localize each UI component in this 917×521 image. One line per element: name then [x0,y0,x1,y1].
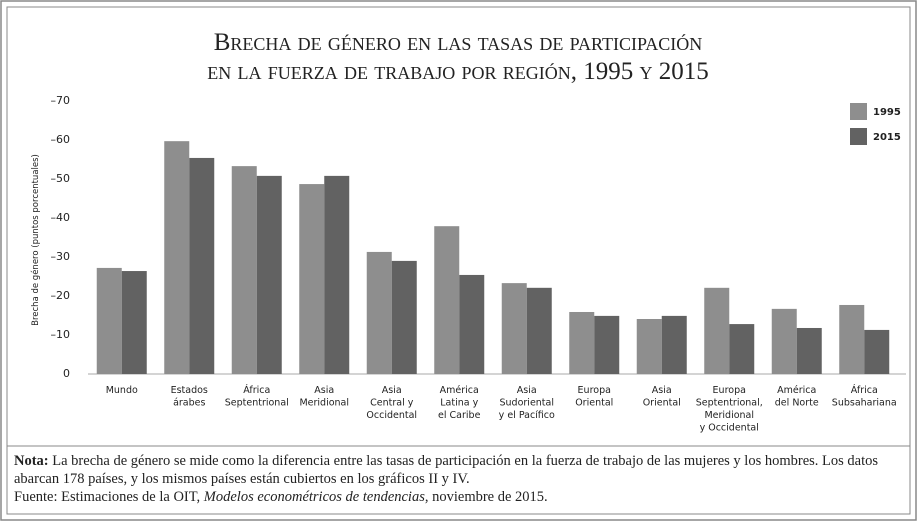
y-tick-label: –60 [51,133,71,146]
bar [661,315,687,374]
x-tick-label: Latina y [440,398,478,409]
x-tick-label: América [440,385,479,396]
bar [366,251,392,374]
x-tick-label: y Occidental [700,423,759,434]
x-tick-label: Sudoriental [500,398,555,409]
bar [96,267,122,374]
bar [526,287,552,374]
x-tick-label: y el Pacífico [499,410,555,421]
bar [231,166,257,374]
x-tick-label: Meridional [299,398,349,409]
note-label: Nota: [14,453,49,469]
bar [594,315,620,374]
legend-label: 1995 [873,107,901,118]
x-tick-label: Mundo [106,385,138,396]
source: Fuente: Estimaciones de la OIT, [14,489,204,505]
bar [324,175,350,374]
bar [839,304,865,374]
bar [121,271,147,374]
x-tick-label: Septentrional, [696,398,763,409]
bar [434,226,460,374]
y-tick-label: –40 [51,211,71,224]
bar [864,329,890,374]
x-tick-label: Oriental [643,398,681,409]
legend-swatch [850,103,867,120]
x-tick-label: Europa [578,385,611,396]
x-tick-label: Occidental [366,410,417,421]
x-tick-label: el Caribe [438,410,481,421]
x-tick-label: Asia [382,385,402,396]
bar [459,274,485,374]
x-tick-label: Meridional [704,410,754,421]
bar [501,283,527,374]
y-tick-label: –10 [51,328,71,341]
bar [391,260,417,374]
y-axis-label: Brecha de género (puntos porcentuales) [30,154,41,326]
x-tick-label: árabes [173,398,205,409]
x-tick-label: Europa [713,385,746,396]
bar [704,287,730,374]
x-tick-label: Central y [370,398,414,409]
note-text: La brecha de género se mide como la dife… [14,453,879,487]
bar [569,311,595,374]
bar [299,184,325,374]
bar [189,157,215,374]
source: , noviembre de 2015. [424,489,548,505]
x-tick-label: Estados [171,385,208,396]
bar [636,319,662,374]
legend-label: 2015 [873,132,901,143]
y-tick-label: –20 [51,289,71,302]
y-tick-label: –30 [51,250,71,263]
note: Nota: La brecha de género se mide como l… [14,452,909,506]
x-tick-label: África [243,384,270,396]
bar [256,175,282,374]
x-tick-label: Oriental [575,398,613,409]
x-tick-label: Subsahariana [832,398,897,409]
legend-swatch [850,128,867,145]
bar [164,141,190,374]
chart-title: en la fuerza de trabajo por región, 1995… [207,58,709,85]
x-tick-label: Asia [517,385,537,396]
chart-title: Brecha de género en las tasas de partici… [214,29,703,56]
y-tick-label: –70 [51,94,71,107]
inner-border [6,6,911,515]
x-tick-label: Asia [314,385,334,396]
y-tick-label: 0 [63,367,70,380]
bar [796,327,822,374]
bar [729,324,755,374]
y-tick-label: –50 [51,172,71,185]
x-tick-label: América [777,385,816,396]
x-tick-label: Septentrional [225,398,289,409]
x-tick-label: Asia [652,385,672,396]
bar [771,308,797,374]
source-title: Modelos econométricos de tendencias [203,489,425,505]
x-tick-label: del Norte [775,398,819,409]
x-tick-label: África [851,384,878,396]
